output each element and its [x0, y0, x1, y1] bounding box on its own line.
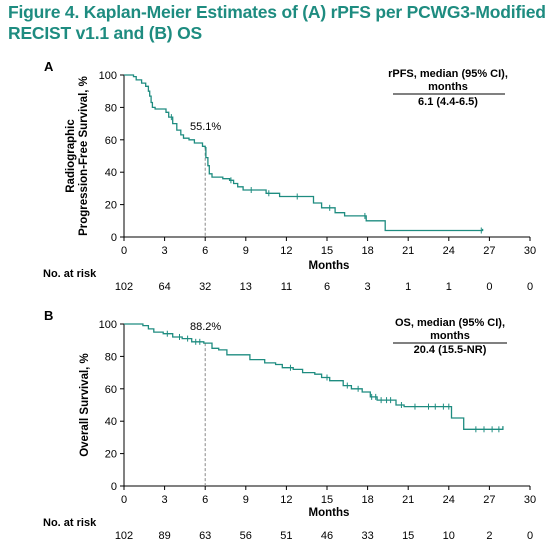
panel-b-y-tick-label: 0 — [111, 481, 117, 493]
panel-b-x-tick-label: 24 — [443, 494, 455, 506]
panel-a-risk-count: 1 — [405, 281, 411, 293]
panel-b-risk-count: 63 — [199, 530, 211, 542]
panel-b-y-axis-label: Overall Survival, % — [79, 353, 91, 457]
panel-b-risk-count: 10 — [443, 530, 455, 542]
panel-a-y-tick-label: 60 — [105, 135, 117, 147]
panel-a-y-axis-label: Radiographic — [65, 119, 77, 193]
panel-b-y-tick-label: 20 — [105, 449, 117, 461]
panel-b-risk-count: 0 — [527, 530, 533, 542]
panel-a-legend-title: rPFS, median (95% CI), — [388, 68, 508, 80]
panel-a-risk-count: 6 — [324, 281, 330, 293]
panel-a-label: A — [44, 59, 54, 74]
panel-a-annotation: 55.1% — [190, 121, 221, 133]
panel-b-risk-count: 33 — [361, 530, 373, 542]
panel-a-y-tick-label: 20 — [105, 200, 117, 212]
panel-a-y-axis-label-2: Progression-Free Survival, % — [78, 76, 90, 236]
figure-title: Figure 4. Kaplan-Meier Estimates of (A) … — [8, 2, 546, 43]
panel-b-y-tick-label: 100 — [99, 319, 117, 331]
panel-b-legend-subtitle: months — [430, 330, 470, 342]
panel-a-risk-count: 0 — [486, 281, 492, 293]
panel-b-risk-count: 2 — [486, 530, 492, 542]
panel-a-risk-count: 64 — [158, 281, 170, 293]
panel-a-x-tick-label: 12 — [280, 245, 292, 257]
panel-b-label: B — [44, 308, 53, 323]
panel-a-y-tick-label: 0 — [111, 232, 117, 244]
panel-a-risk-count: 102 — [115, 281, 133, 293]
panel-a-y-tick-label: 40 — [105, 167, 117, 179]
panel-b-x-axis-label: Months — [309, 507, 350, 519]
panel-a-y-tick-label: 80 — [105, 102, 117, 114]
panel-b-x-tick-label: 21 — [402, 494, 414, 506]
panel-b-legend-value: 20.4 (15.5-NR) — [414, 344, 487, 356]
panel-b-y-tick-label: 60 — [105, 384, 117, 396]
panel-a-x-axis-label: Months — [309, 260, 350, 272]
panel-b-x-tick-label: 0 — [121, 494, 127, 506]
panel-b-risk-label: No. at risk — [43, 517, 97, 529]
panel-b-risk-count: 89 — [158, 530, 170, 542]
panel-b-risk-count: 46 — [321, 530, 333, 542]
panel-b-x-tick-label: 6 — [202, 494, 208, 506]
panel-a-x-tick-label: 0 — [121, 245, 127, 257]
panel-b-annotation: 88.2% — [190, 321, 221, 333]
panel-a-risk-count: 13 — [240, 281, 252, 293]
panel-a-risk-count: 1 — [446, 281, 452, 293]
panel-b-y-tick-label: 80 — [105, 351, 117, 363]
panel-a-risk-count: 11 — [281, 281, 292, 293]
panel-a-x-tick-label: 27 — [483, 245, 495, 257]
panel-a-y-tick-label: 100 — [99, 70, 117, 82]
panel-b-x-tick-label: 30 — [524, 494, 536, 506]
panel-a-x-tick-label: 21 — [402, 245, 414, 257]
panel-a-x-tick-label: 6 — [202, 245, 208, 257]
panel-a-x-tick-label: 18 — [361, 245, 373, 257]
panel-a-x-tick-label: 30 — [524, 245, 536, 257]
panel-b-x-tick-label: 15 — [321, 494, 333, 506]
panel-a-km-curve — [124, 74, 484, 232]
panel-a-risk-count: 0 — [527, 281, 533, 293]
panel-b-x-tick-label: 27 — [483, 494, 495, 506]
panel-b-x-tick-label: 12 — [280, 494, 292, 506]
panel-b-legend-title: OS, median (95% CI), — [395, 317, 505, 329]
panel-b-y-tick-label: 40 — [105, 416, 117, 428]
panel-a-x-tick-label: 3 — [162, 245, 168, 257]
panel-a-x-tick-label: 9 — [243, 245, 249, 257]
panel-a-legend-subtitle: months — [428, 81, 468, 93]
panel-a-x-tick-label: 24 — [443, 245, 455, 257]
panel-b-x-tick-label: 3 — [162, 494, 168, 506]
panel-a-risk-count: 3 — [365, 281, 371, 293]
panel-b-km-curve — [124, 323, 504, 430]
panel-a-x-tick-label: 15 — [321, 245, 333, 257]
panel-b-risk-count: 15 — [402, 530, 414, 542]
panel-a-risk-count: 32 — [199, 281, 211, 293]
panel-b-x-tick-label: 9 — [243, 494, 249, 506]
panel-b-risk-count: 102 — [115, 530, 133, 542]
panel-b-risk-count: 56 — [240, 530, 252, 542]
panel-b-risk-count: 51 — [280, 530, 292, 542]
panel-a-legend-value: 6.1 (4.4-6.5) — [418, 96, 478, 108]
panel-a-risk-label: No. at risk — [43, 268, 97, 280]
panel-b-x-tick-label: 18 — [361, 494, 373, 506]
